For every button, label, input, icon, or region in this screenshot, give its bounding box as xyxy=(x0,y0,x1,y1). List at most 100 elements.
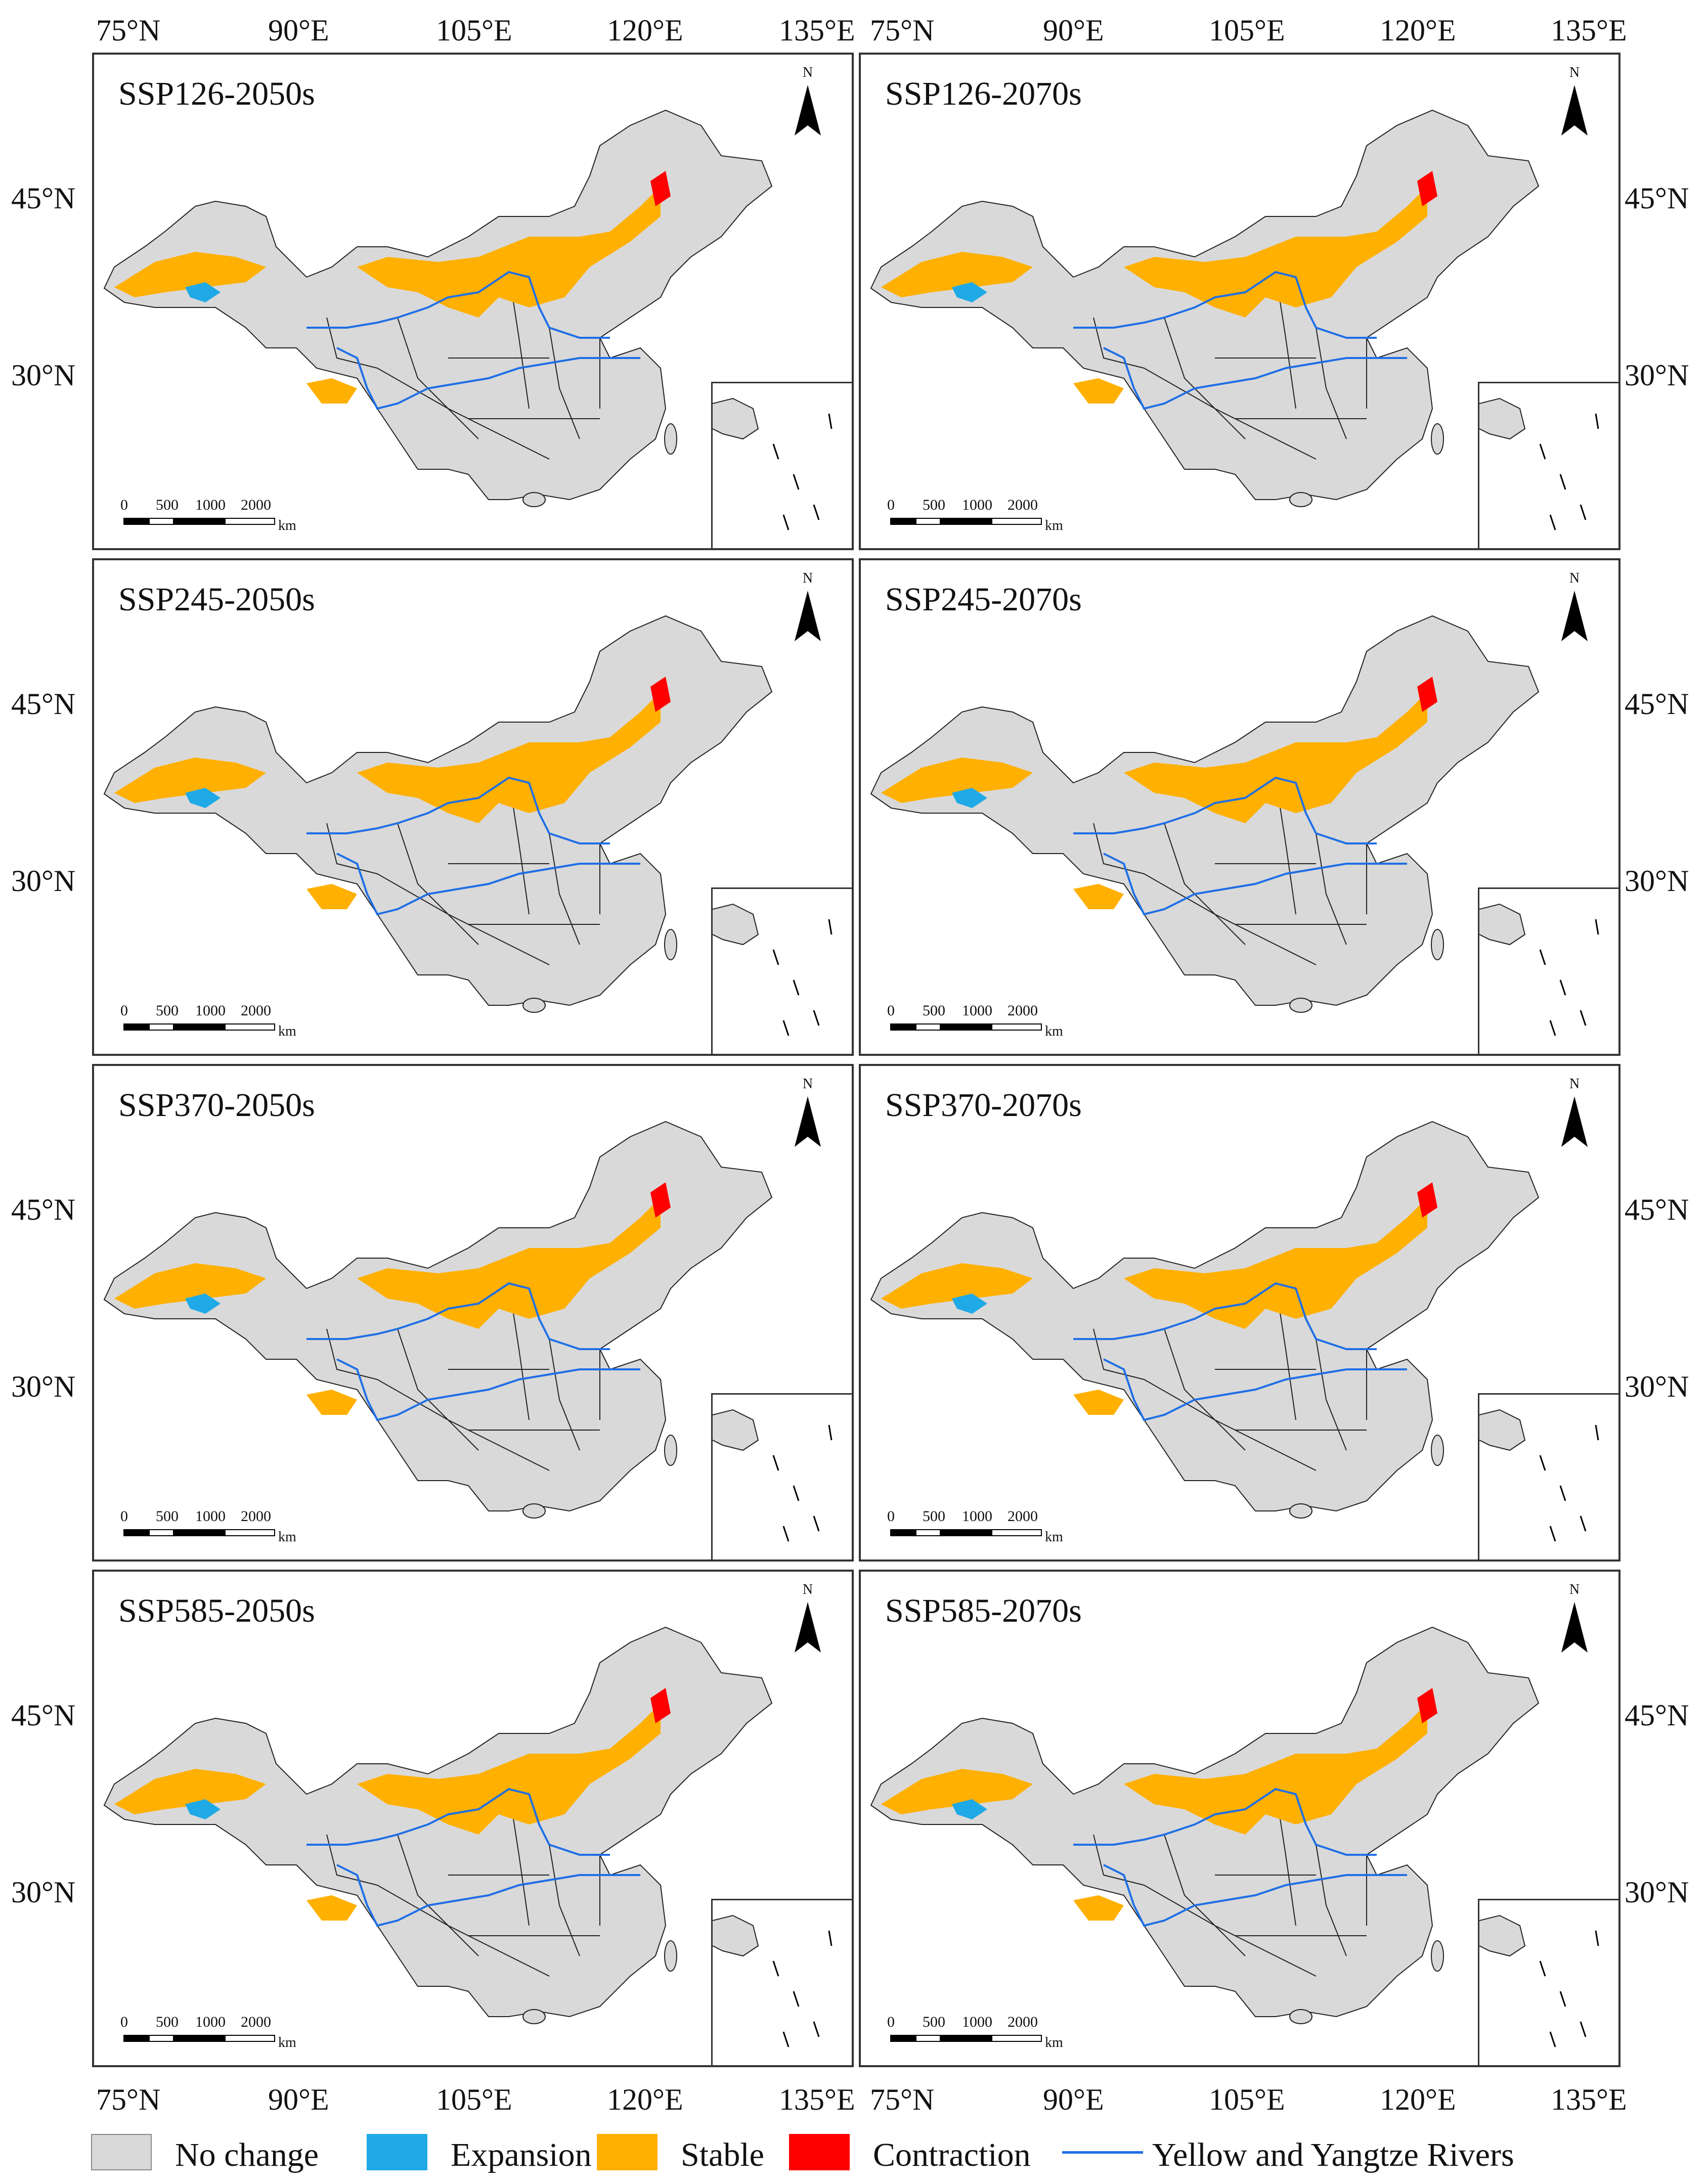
stable-region xyxy=(1124,186,1427,318)
panel-title: SSP245-2070s xyxy=(885,581,1082,618)
yangtze-river xyxy=(336,1358,640,1421)
scale-unit: km xyxy=(278,1529,296,1545)
scale-label: 1000 xyxy=(195,497,226,513)
hainan-island xyxy=(1289,1503,1312,1519)
north-arrow-label: N xyxy=(1569,1582,1580,1597)
contraction-region xyxy=(650,171,671,206)
scale-segment xyxy=(174,1529,225,1536)
panel-title: SSP126-2070s xyxy=(885,75,1082,112)
yellow-river xyxy=(306,776,610,844)
expansion-region xyxy=(185,788,221,808)
lat-label: 45°N xyxy=(11,1193,76,1226)
scale-bar: 0 500 1000 2000 km xyxy=(120,2014,302,2054)
yangtze-river xyxy=(336,347,640,410)
north-arrow: N xyxy=(1557,1076,1592,1157)
north-arrow-icon xyxy=(1561,1602,1588,1653)
scale-segment xyxy=(225,1023,275,1031)
taiwan-island xyxy=(664,1940,677,1972)
north-arrow: N xyxy=(1557,65,1592,146)
south-china-sea-inset xyxy=(711,887,852,1054)
inset-map xyxy=(712,1914,833,2047)
lon-label: 135°E xyxy=(1551,2083,1627,2116)
map-panel: SSP370-2050s N 0 500 1000 2000 km xyxy=(92,1064,854,1562)
scale-label: 500 xyxy=(923,1508,945,1525)
lat-label: 45°N xyxy=(11,1699,76,1732)
scale-bar: 0 500 1000 2000 km xyxy=(120,497,302,537)
scale-label: 1000 xyxy=(962,1002,992,1019)
hainan-island xyxy=(1289,492,1312,507)
legend-label: Expansion xyxy=(451,2136,592,2173)
legend-swatch-stable xyxy=(597,2134,658,2170)
lon-label: 90°E xyxy=(268,2083,329,2116)
south-china-sea-inset xyxy=(711,1393,852,1559)
north-arrow-label: N xyxy=(802,570,813,586)
lon-label: 90°E xyxy=(268,14,329,47)
taiwan-island xyxy=(664,1435,677,1466)
hainan-island xyxy=(522,492,546,507)
scale-label: 1000 xyxy=(962,497,992,513)
scale-segment xyxy=(225,1529,275,1536)
legend-label: Contraction xyxy=(873,2136,1031,2173)
contraction-region xyxy=(650,1688,671,1723)
yellow-river xyxy=(1073,271,1377,339)
map-panel: SSP585-2050s N 0 500 1000 2000 km xyxy=(92,1570,854,2067)
yellow-river xyxy=(1073,1282,1377,1350)
panel-title: SSP370-2070s xyxy=(885,1087,1082,1124)
scale-label: 500 xyxy=(923,1002,945,1019)
scale-segment xyxy=(915,1023,941,1031)
stable-region xyxy=(114,1769,266,1814)
hainan-island xyxy=(522,998,546,1013)
scale-segment xyxy=(991,518,1042,525)
legend-swatch-expansion xyxy=(367,2134,427,2170)
scale-label: 1000 xyxy=(195,1002,226,1019)
lat-label: 30°N xyxy=(11,864,76,898)
china-map xyxy=(870,1626,1540,2024)
scale-segment xyxy=(890,518,915,525)
north-arrow-icon xyxy=(1561,85,1588,136)
lon-label: 75°N xyxy=(870,2083,935,2116)
taiwan-island xyxy=(1431,1940,1444,1972)
north-arrow-label: N xyxy=(802,65,813,80)
scale-label: 0 xyxy=(887,497,895,513)
scale-label: 0 xyxy=(887,1508,895,1525)
hainan-island xyxy=(522,1503,546,1519)
taiwan-island xyxy=(1431,1435,1444,1466)
inset-map xyxy=(1479,1409,1599,1542)
scale-segment xyxy=(941,1529,991,1536)
scale-label: 2000 xyxy=(1008,1508,1038,1525)
north-arrow-icon xyxy=(795,85,821,136)
lat-label: 30°N xyxy=(1625,1876,1689,1909)
inset-map xyxy=(1479,903,1599,1036)
north-arrow-icon xyxy=(1561,591,1588,641)
scale-segment xyxy=(225,2035,275,2042)
scale-label: 0 xyxy=(120,497,128,513)
inset-map xyxy=(712,397,833,530)
scale-segment xyxy=(149,518,174,525)
map-panel: SSP370-2070s N 0 500 1000 2000 km xyxy=(859,1064,1621,1562)
scale-label: 500 xyxy=(156,2014,179,2030)
china-map xyxy=(870,615,1540,1013)
south-china-sea-inset xyxy=(1478,887,1618,1054)
south-china-sea-inset xyxy=(1478,382,1618,548)
lat-label: 45°N xyxy=(1625,182,1689,215)
lon-label: 105°E xyxy=(436,2083,512,2116)
expansion-region xyxy=(952,282,987,302)
stable-region xyxy=(1073,378,1124,404)
taiwan-island xyxy=(1431,423,1444,455)
scale-segment xyxy=(991,1023,1042,1031)
yellow-river xyxy=(306,1282,610,1350)
lon-label: 135°E xyxy=(779,14,855,47)
expansion-region xyxy=(952,1294,987,1314)
lat-label: 45°N xyxy=(1625,687,1689,721)
hainan-island xyxy=(1289,998,1312,1013)
stable-region xyxy=(357,1197,661,1329)
inset-map xyxy=(1479,1914,1599,2047)
scale-label: 2000 xyxy=(241,497,271,513)
scale-label: 2000 xyxy=(1008,2014,1038,2030)
expansion-region xyxy=(185,282,221,302)
contraction-region xyxy=(1417,1688,1437,1723)
stable-region xyxy=(114,1263,266,1309)
lat-label: 30°N xyxy=(1625,1370,1689,1403)
contraction-region xyxy=(650,1182,671,1218)
china-map xyxy=(103,1626,773,2024)
